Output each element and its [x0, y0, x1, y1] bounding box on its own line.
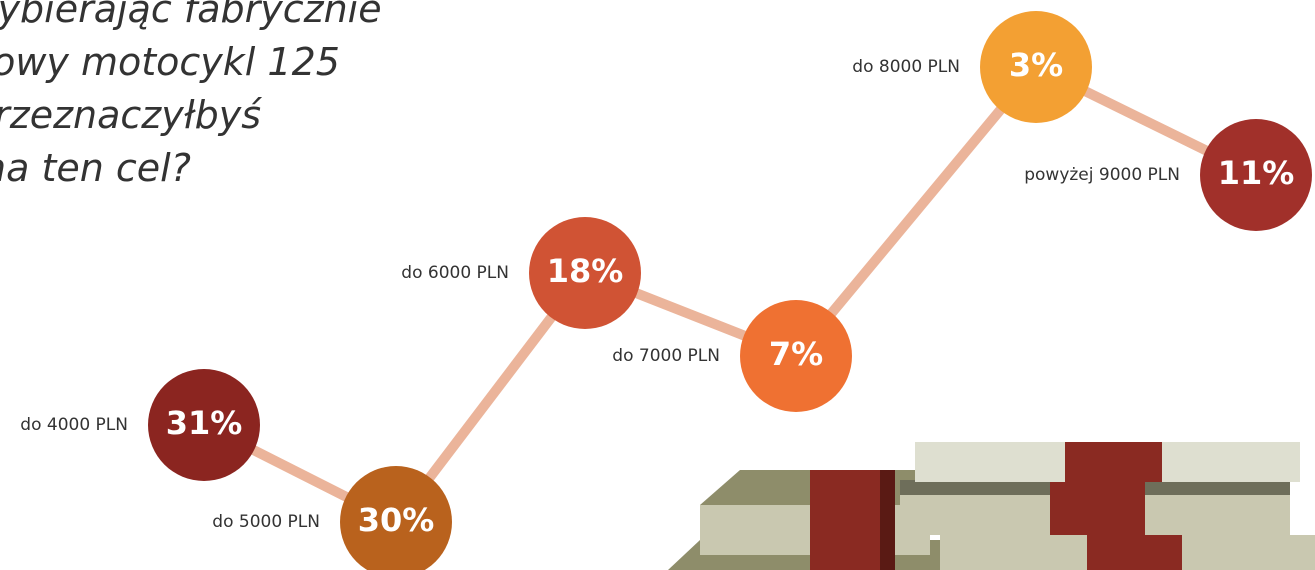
node-value: 30% [358, 501, 435, 539]
title-line: Wybierając fabrycznie [0, 0, 382, 31]
node-value: 7% [769, 335, 823, 373]
node-circle [740, 300, 852, 412]
node-value: 3% [1009, 46, 1063, 84]
title: Wybierając fabrycznie nowy motocykl 125 pr… [0, 0, 382, 190]
node-circle [529, 217, 641, 329]
node-label: powyżej 9000 PLN [1024, 165, 1180, 185]
connector [792, 63, 1040, 360]
node-value: 11% [1218, 154, 1295, 192]
node-circle [980, 11, 1092, 123]
title-line: przeznaczyłbyś [0, 93, 262, 137]
node-label: do 4000 PLN [20, 415, 128, 435]
title-line: na ten cel? [0, 146, 191, 190]
nodes: 31% do 4000 PLN 30% do 5000 PLN 18% do 6000 P… [20, 11, 1312, 570]
node-label: do 8000 PLN [852, 57, 960, 77]
node-value: 18% [547, 252, 624, 290]
title-line: nowy motocykl 125 [0, 40, 340, 84]
node-circle [1200, 119, 1312, 231]
node-label: do 5000 PLN [212, 512, 320, 532]
node-label: do 7000 PLN [612, 346, 720, 366]
node-circle [148, 369, 260, 481]
node-label: do 6000 PLN [401, 263, 509, 283]
money-stack [668, 442, 1315, 570]
node-circle [340, 466, 452, 570]
node-value: 31% [166, 404, 243, 442]
